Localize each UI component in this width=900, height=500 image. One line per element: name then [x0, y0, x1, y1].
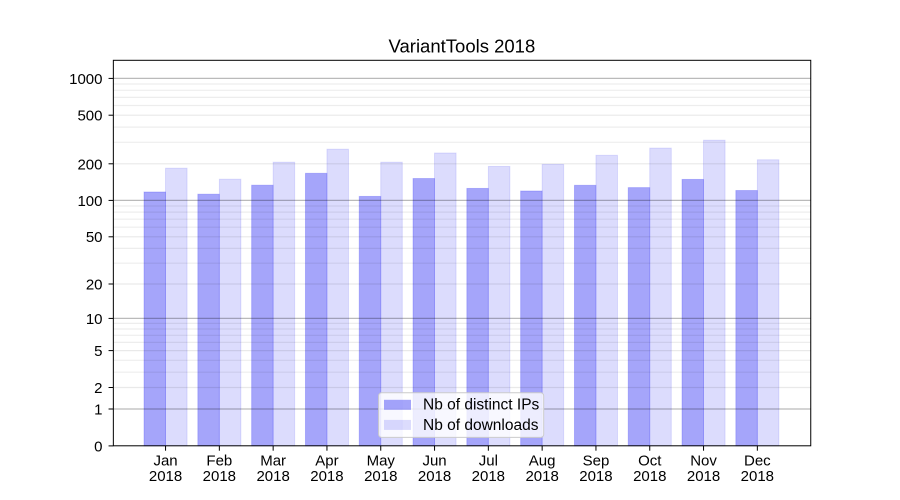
svg-text:2: 2 [94, 380, 102, 397]
svg-text:2018: 2018 [472, 468, 505, 485]
svg-text:Aug: Aug [529, 453, 556, 470]
svg-text:2018: 2018 [633, 468, 666, 485]
svg-text:1000: 1000 [69, 71, 102, 88]
svg-text:Nb of downloads: Nb of downloads [423, 417, 539, 434]
svg-text:0: 0 [94, 438, 102, 455]
svg-text:2018: 2018 [256, 468, 289, 485]
svg-text:500: 500 [77, 108, 102, 125]
svg-text:100: 100 [77, 193, 102, 210]
svg-text:Feb: Feb [206, 453, 232, 470]
svg-text:2018: 2018 [741, 468, 774, 485]
svg-text:Jan: Jan [153, 453, 177, 470]
svg-text:2018: 2018 [149, 468, 182, 485]
svg-text:VariantTools 2018: VariantTools 2018 [389, 35, 536, 56]
svg-text:2018: 2018 [418, 468, 451, 485]
svg-text:2018: 2018 [579, 468, 612, 485]
svg-text:2018: 2018 [310, 468, 343, 485]
svg-text:2018: 2018 [364, 468, 397, 485]
svg-text:Dec: Dec [744, 453, 771, 470]
svg-text:20: 20 [86, 276, 103, 293]
svg-text:1: 1 [94, 402, 102, 419]
svg-text:Jun: Jun [422, 453, 446, 470]
svg-text:2018: 2018 [203, 468, 236, 485]
svg-text:Sep: Sep [583, 453, 610, 470]
svg-text:2018: 2018 [525, 468, 558, 485]
svg-text:2018: 2018 [687, 468, 720, 485]
svg-text:Oct: Oct [638, 453, 662, 470]
svg-text:Nov: Nov [690, 453, 717, 470]
svg-text:50: 50 [86, 229, 103, 246]
svg-text:10: 10 [86, 311, 103, 328]
svg-text:Apr: Apr [315, 453, 338, 470]
svg-text:May: May [367, 453, 396, 470]
svg-text:Mar: Mar [260, 453, 286, 470]
svg-text:Nb of distinct IPs: Nb of distinct IPs [423, 396, 540, 413]
svg-text:5: 5 [94, 343, 102, 360]
svg-text:Jul: Jul [479, 453, 498, 470]
svg-text:200: 200 [77, 156, 102, 173]
